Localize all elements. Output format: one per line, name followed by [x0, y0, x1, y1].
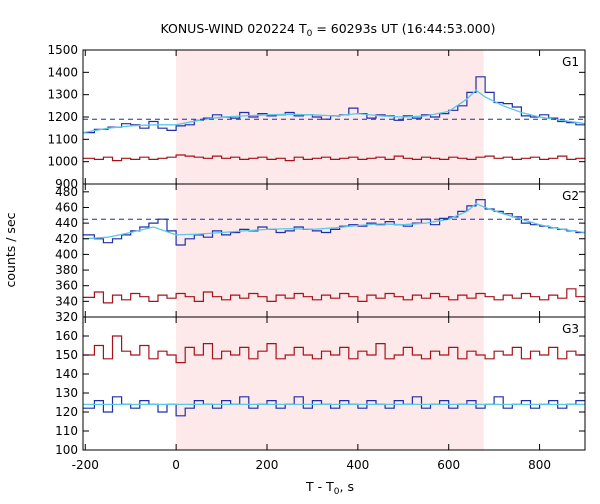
y-tick-label: 1400	[47, 65, 78, 79]
y-tick-label: 440	[55, 216, 78, 230]
y-tick-label: 130	[55, 386, 78, 400]
y-tick-label: 1300	[47, 88, 78, 102]
series-background-hist	[83, 288, 585, 304]
y-tick-label: 400	[55, 247, 78, 261]
y-tick-label: 110	[55, 424, 78, 438]
x-axis-label: T - T0, s	[305, 479, 354, 497]
panel-frame	[82, 316, 586, 451]
y-axis-label: counts / sec	[3, 212, 18, 287]
shaded-interval	[176, 317, 484, 450]
y-tick-label: 140	[55, 367, 78, 381]
x-axis-label-rest: , s	[340, 479, 354, 494]
y-tick-label: 160	[55, 329, 78, 343]
series-source-smooth	[82, 89, 586, 134]
panel-g3: 100 110 120 130 140 150 160 G3	[55, 316, 586, 457]
chart-title-sub: 0	[307, 29, 313, 39]
x-tick-label: 400	[346, 458, 369, 472]
y-tick-label: 480	[55, 185, 78, 199]
panel-label: G3	[562, 322, 579, 336]
x-axis-label-sub: 0	[334, 487, 340, 497]
x-tick-label: 200	[256, 458, 279, 472]
chart-title-rest: = 60293s UT (16:44:53.000)	[312, 21, 495, 36]
panel-label: G1	[562, 55, 579, 69]
y-tick-label: 100	[55, 443, 78, 457]
y-tick-label: 420	[55, 232, 78, 246]
y-tick-label: 900	[55, 177, 78, 191]
x-tick-label: 800	[528, 458, 551, 472]
y-tick-label: 460	[55, 200, 78, 214]
series-background-hist	[83, 154, 585, 162]
y-tick-label: 320	[55, 310, 78, 324]
shaded-interval	[176, 184, 484, 317]
y-tick-label: 380	[55, 263, 78, 277]
x-axis-label-main: T - T	[305, 479, 334, 494]
chart-title: KONUS-WIND 020224 T0 = 60293s UT (16:44:…	[160, 21, 495, 39]
plot-area: 900100011001200130014001500G132034036038…	[47, 43, 586, 472]
series-source-hist	[83, 199, 585, 246]
x-tick-label: -200	[72, 458, 99, 472]
chart-title-main: KONUS-WIND 020224 T	[160, 21, 306, 36]
y-tick-label: 1100	[47, 132, 78, 146]
x-tick-label: 600	[437, 458, 460, 472]
series-background-hist	[83, 335, 585, 364]
y-tick-label: 1000	[47, 155, 78, 169]
y-tick-label: 120	[55, 405, 78, 419]
y-tick-label: 1200	[47, 110, 78, 124]
y-tick-label: 150	[55, 348, 78, 362]
x-tick-label: 0	[172, 458, 180, 472]
panel-g1: 900 1000 1100 1200 1300 1400 1500 G1	[47, 43, 586, 191]
series-source-smooth	[82, 202, 586, 240]
y-tick-label: 340	[55, 294, 78, 308]
panel-label: G2	[562, 189, 579, 203]
y-tick-label: 360	[55, 279, 78, 293]
y-tick-label: 1500	[47, 43, 78, 57]
